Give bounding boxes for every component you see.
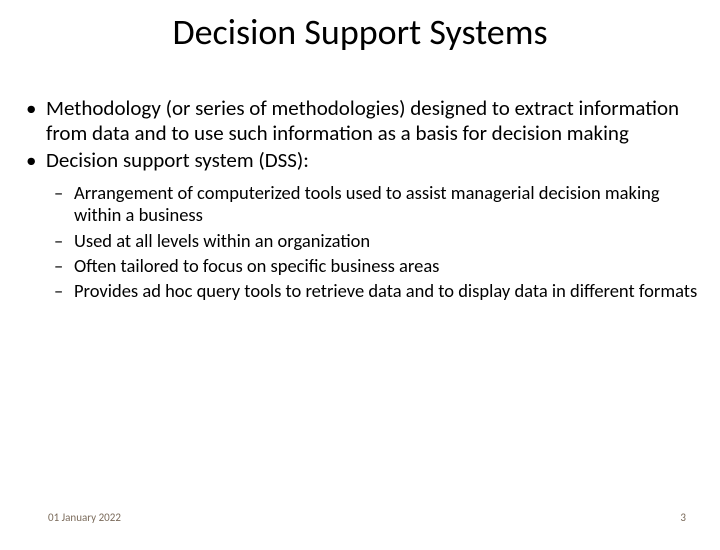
list-item: Arrangement of computerized tools used t… xyxy=(46,182,702,226)
list-item: Used at all levels within an organizatio… xyxy=(46,230,702,252)
footer-date: 01 January 2022 xyxy=(48,511,121,524)
list-item: Methodology (or series of methodologies)… xyxy=(18,96,702,146)
slide: Decision Support Systems Methodology (or… xyxy=(0,10,720,550)
bullet-list-level1: Methodology (or series of methodologies)… xyxy=(18,96,702,302)
list-item-text: Decision support system (DSS): xyxy=(46,147,309,173)
footer-page-number: 3 xyxy=(680,511,686,524)
list-item: Often tailored to focus on specific busi… xyxy=(46,255,702,277)
list-item: Provides ad hoc query tools to retrieve … xyxy=(46,280,702,302)
bullet-list-level2: Arrangement of computerized tools used t… xyxy=(46,182,702,302)
slide-body: Methodology (or series of methodologies)… xyxy=(0,96,720,302)
slide-title: Decision Support Systems xyxy=(0,10,720,54)
list-item: Decision support system (DSS): Arrangeme… xyxy=(18,148,702,303)
